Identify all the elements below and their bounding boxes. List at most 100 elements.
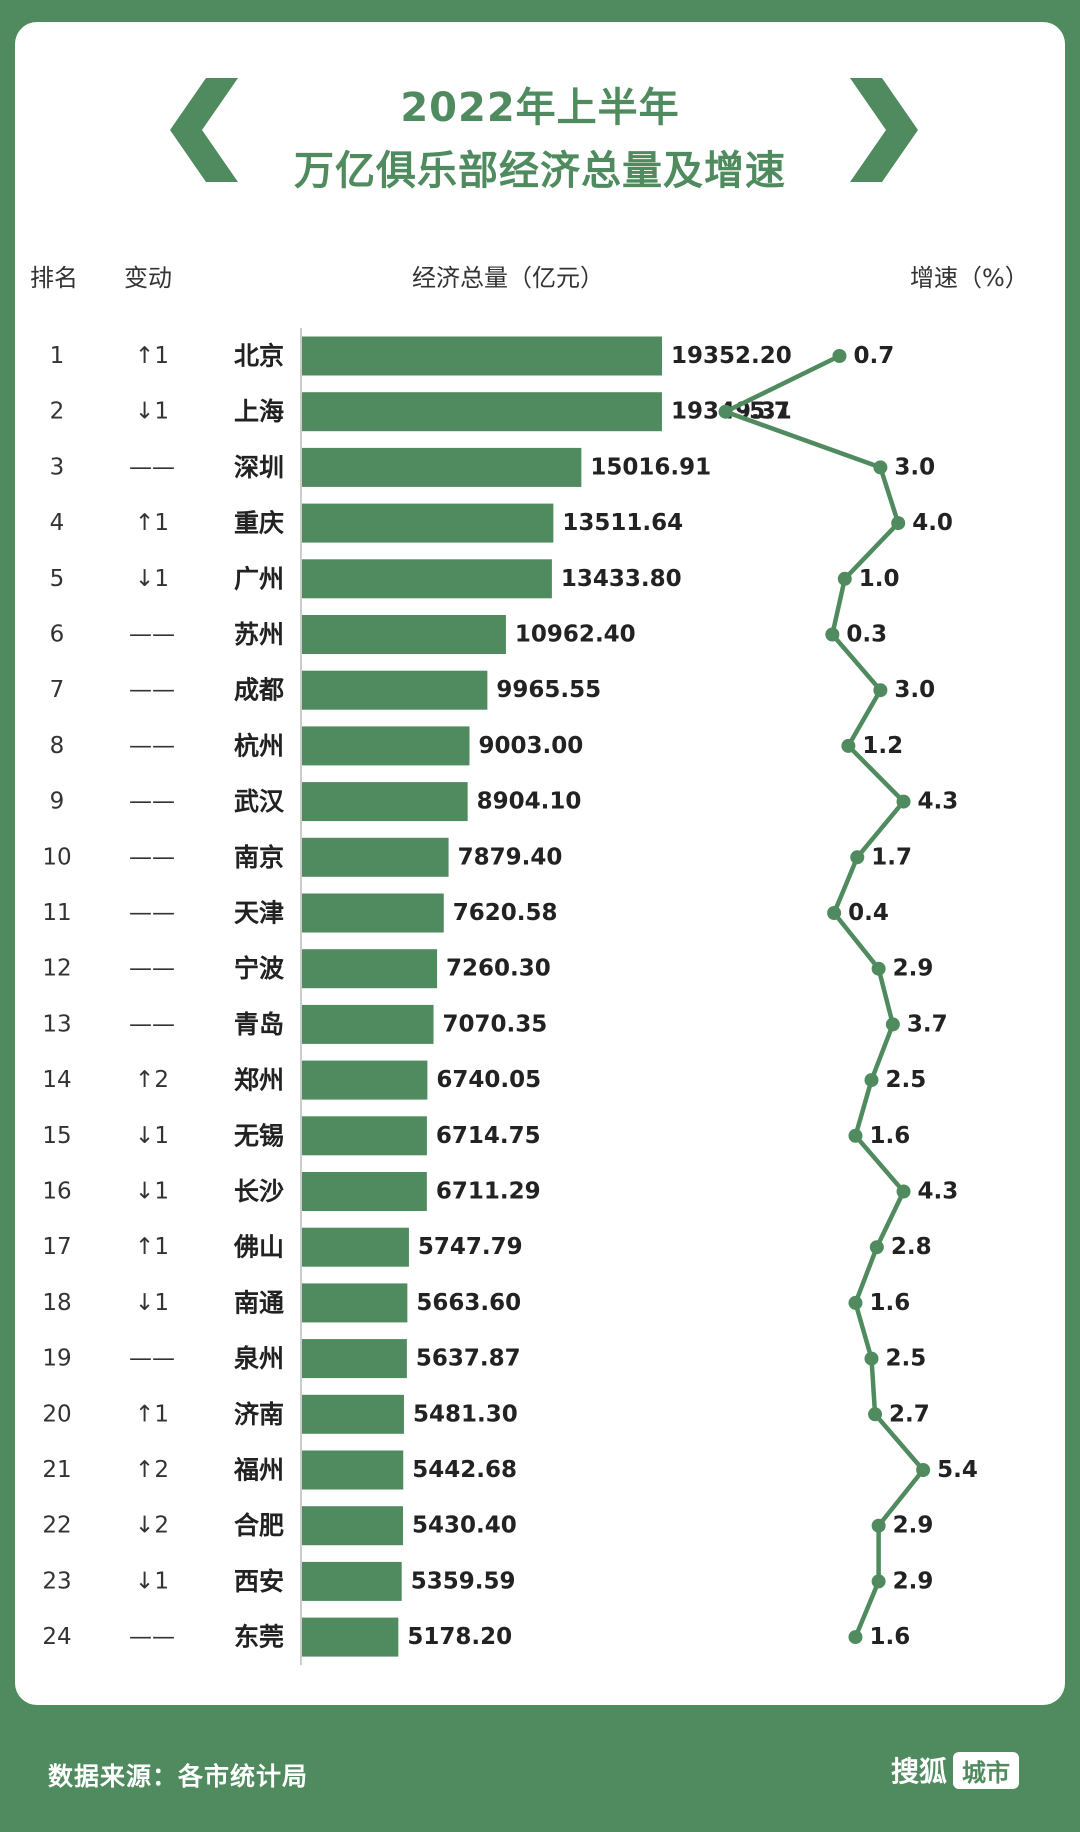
change-label: ↑1 (135, 1401, 169, 1427)
gdp-value-label: 5663.60 (416, 1290, 521, 1316)
city-label: 无锡 (234, 1121, 284, 1150)
header-change: 变动 (124, 264, 172, 292)
city-label: 北京 (234, 342, 284, 371)
city-label: 泉州 (234, 1344, 284, 1373)
gdp-value-label: 6740.05 (436, 1067, 541, 1093)
rank-label: 20 (42, 1401, 71, 1427)
city-label: 深圳 (234, 453, 284, 482)
rank-label: 2 (50, 399, 65, 425)
gdp-bar (302, 1394, 404, 1434)
gdp-bar (302, 949, 438, 989)
growth-point (848, 1630, 863, 1645)
growth-value-label: 5.4 (937, 1457, 978, 1483)
rank-label: 5 (50, 566, 65, 592)
gdp-value-label: 13511.64 (562, 510, 683, 536)
gdp-bar (302, 447, 582, 487)
growth-point (864, 1351, 879, 1366)
gdp-value-label: 10962.40 (515, 622, 636, 648)
gdp-bar (302, 1060, 428, 1100)
data-source: 数据来源：各市统计局 (48, 1762, 309, 1791)
gdp-bar (302, 1617, 399, 1657)
change-label: ↑2 (135, 1067, 169, 1093)
gdp-value-label: 7070.35 (443, 1011, 548, 1037)
rank-label: 15 (42, 1123, 71, 1149)
rank-label: 11 (42, 900, 71, 926)
gdp-bar (302, 336, 662, 376)
growth-point (832, 349, 847, 363)
growth-point (825, 627, 840, 642)
growth-value-label: 4.3 (918, 789, 959, 815)
city-label: 成都 (234, 676, 284, 705)
growth-value-label: 1.6 (869, 1123, 910, 1149)
rank-label: 6 (50, 622, 65, 648)
change-label: —— (129, 900, 175, 926)
growth-value-label: 1.2 (862, 733, 903, 759)
gdp-bar (302, 1339, 407, 1379)
growth-value-label: 3.0 (894, 454, 935, 480)
growth-point (891, 516, 906, 531)
change-label: ↑2 (135, 1457, 169, 1483)
change-label: —— (129, 956, 175, 982)
gdp-bar (302, 1450, 404, 1490)
growth-point (848, 1295, 863, 1310)
city-label: 青岛 (234, 1010, 284, 1039)
city-label: 郑州 (234, 1066, 284, 1095)
city-label: 佛山 (233, 1233, 284, 1262)
city-label: 苏州 (234, 620, 284, 649)
growth-point (868, 1407, 883, 1422)
change-label: ↑1 (135, 510, 169, 536)
gdp-bar (302, 893, 444, 933)
change-label: —— (129, 1011, 175, 1037)
growth-line (723, 353, 926, 1638)
growth-point (871, 961, 886, 976)
brand-logo: 搜狐 城市 (891, 1750, 1020, 1790)
growth-point (850, 850, 865, 865)
header-gdp: 经济总量（亿元） (412, 264, 604, 292)
chevron-right-icon (850, 78, 918, 182)
city-label: 南京 (234, 843, 284, 872)
gdp-bar (302, 1116, 427, 1156)
change-label: —— (129, 1346, 175, 1372)
change-label: ↓1 (135, 1123, 169, 1149)
city-label: 上海 (234, 397, 284, 426)
gdp-bar (302, 726, 470, 766)
gdp-value-label: 7879.40 (458, 844, 563, 870)
city-label: 杭州 (234, 731, 284, 760)
growth-value-label: 3.0 (894, 677, 935, 703)
brand-tag: 城市 (953, 1751, 1020, 1789)
chart-card (15, 22, 1065, 1705)
change-label: —— (129, 733, 175, 759)
growth-value-label: 0.4 (848, 900, 889, 926)
change-label: —— (129, 454, 175, 480)
growth-point (837, 571, 852, 586)
gdp-bar (302, 503, 554, 543)
city-label: 西安 (234, 1567, 284, 1596)
city-label: 南通 (234, 1288, 284, 1317)
gdp-value-label: 7260.30 (446, 956, 551, 982)
gdp-bar (302, 1283, 408, 1323)
gdp-value-label: 6711.29 (436, 1179, 541, 1205)
chart-title-line2: 万亿俱乐部经济总量及增速 (294, 148, 786, 194)
change-label: ↑1 (135, 1234, 169, 1260)
gdp-value-label: 5747.79 (418, 1234, 523, 1260)
gdp-value-label: 5442.68 (412, 1457, 517, 1483)
growth-point (869, 1240, 884, 1255)
growth-value-label: 2.9 (893, 1568, 934, 1594)
gdp-value-label: 5178.20 (407, 1624, 512, 1650)
city-label: 济南 (234, 1400, 284, 1429)
gdp-bar (302, 1561, 402, 1601)
growth-point (896, 794, 911, 809)
gdp-bar (302, 615, 506, 654)
growth-value-label: 2.7 (889, 1401, 930, 1427)
city-label: 武汉 (234, 787, 285, 816)
rank-label: 22 (42, 1513, 71, 1539)
city-label: 天津 (234, 899, 284, 928)
change-label: ↓2 (135, 1513, 169, 1539)
growth-point (871, 1518, 886, 1533)
growth-value-label: 4.3 (918, 1179, 959, 1205)
rank-label: 4 (50, 510, 65, 536)
growth-point (827, 906, 842, 920)
gdp-bar (302, 1506, 404, 1546)
rank-label: 14 (42, 1067, 71, 1093)
growth-value-label: 2.5 (886, 1067, 927, 1093)
